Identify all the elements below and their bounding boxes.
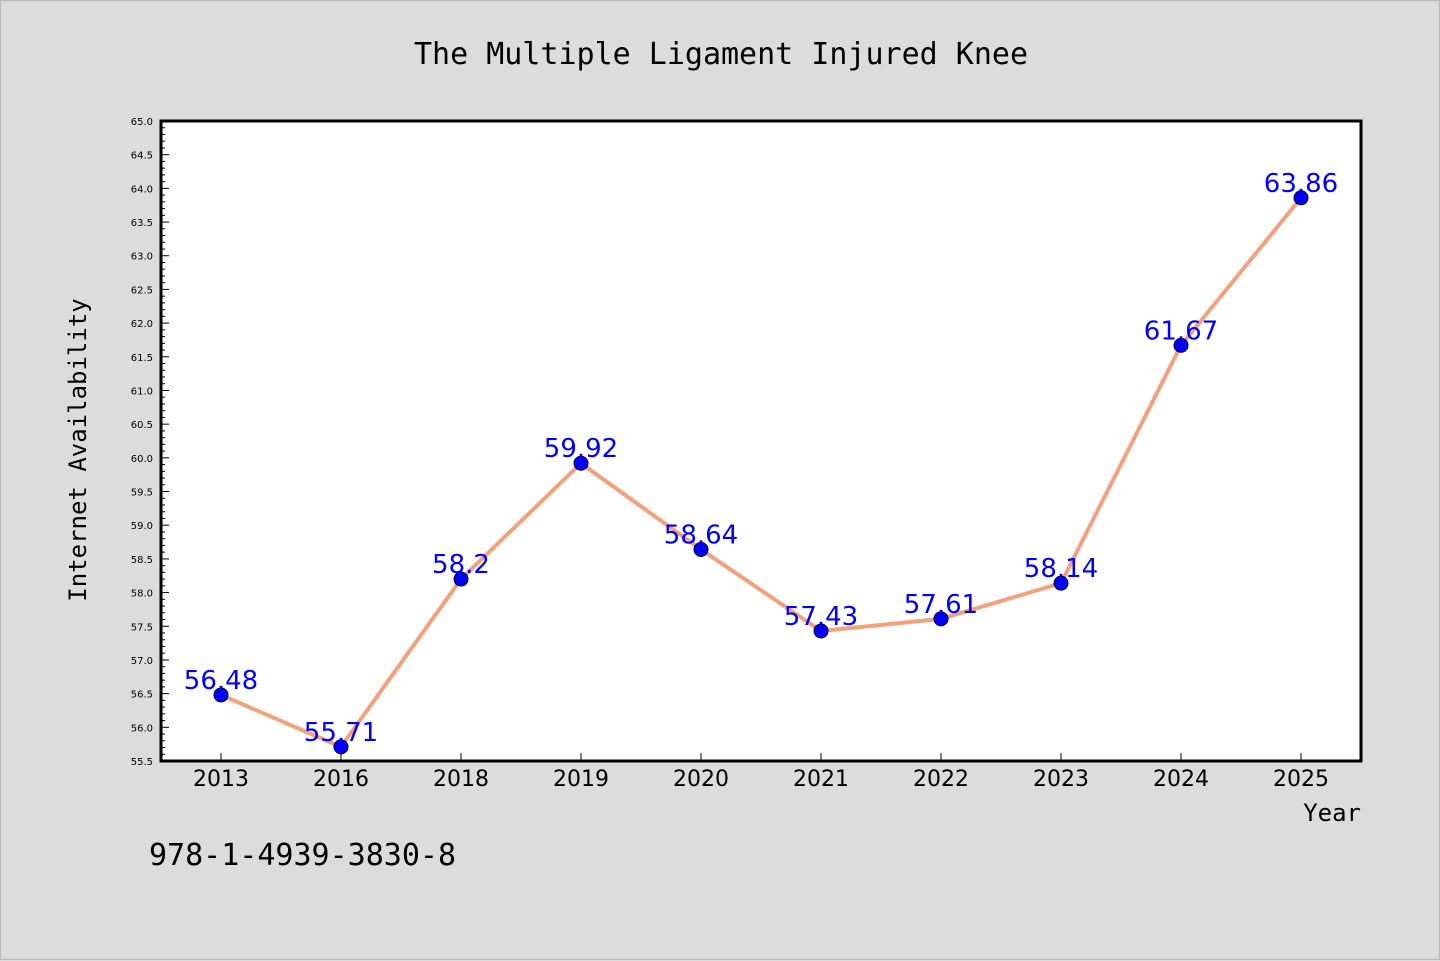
x-tick-label: 2019: [553, 767, 609, 792]
y-tick-label: 58.0: [131, 589, 153, 600]
y-tick-label: 59.5: [131, 488, 153, 499]
data-point-marker: [1053, 575, 1069, 591]
data-point-marker: [1173, 337, 1189, 353]
y-tick-label: 56.0: [131, 723, 153, 734]
data-value-label: 58.14: [1024, 554, 1098, 584]
x-axis-title: Year: [1303, 799, 1361, 827]
data-value-label: 55.71: [304, 718, 378, 748]
data-point-marker: [333, 739, 349, 755]
y-tick-label: 62.0: [131, 319, 153, 330]
x-tick-label: 2020: [673, 767, 729, 792]
y-tick-label: 60.0: [131, 454, 153, 465]
data-value-label: 58.64: [664, 520, 738, 550]
data-point-marker: [813, 623, 829, 639]
y-tick-label: 64.0: [131, 184, 153, 195]
data-point-marker: [573, 455, 589, 471]
data-series: [213, 190, 1309, 755]
x-tick-label: 2024: [1153, 767, 1209, 792]
y-tick-label: 64.5: [131, 151, 153, 162]
data-value-label: 63.86: [1264, 169, 1338, 199]
y-tick-label: 58.5: [131, 555, 153, 566]
isbn-text: 978-1-4939-3830-8: [149, 838, 456, 873]
data-labels: 56.48 55.71 58.2 59.92 58.64 57.43 57.61 58.14 6…: [184, 169, 1338, 748]
plot-area: [159, 119, 1363, 763]
x-tick-label: 2016: [313, 767, 369, 792]
data-value-label: 61.67: [1144, 316, 1218, 346]
y-tick-label: 57.5: [131, 622, 153, 633]
data-value-label: 57.43: [784, 602, 858, 632]
y-tick-label: 57.0: [131, 656, 153, 667]
x-axis: 2013 2016 2018 2019 2020 2021 2022 2023 2024 2025: [193, 753, 1329, 792]
x-tick-label: 2021: [793, 767, 849, 792]
data-value-label: 58.2: [432, 550, 490, 580]
y-tick-label: 55.5: [131, 757, 153, 768]
chart-title: The Multiple Ligament Injured Knee: [414, 37, 1028, 72]
x-tick-label: 2022: [913, 767, 969, 792]
x-tick-label: 2013: [193, 767, 249, 792]
y-tick-label: 63.5: [131, 218, 153, 229]
data-point-marker: [933, 611, 949, 627]
data-value-label: 57.61: [904, 590, 978, 620]
data-value-label: 56.48: [184, 666, 258, 696]
data-point-marker: [453, 571, 469, 587]
y-axis: 55.5 56.0 56.5 57.0 57.5 58.0 58.5 59.0 59.5 60.0…: [131, 117, 169, 768]
y-tick-label: 60.5: [131, 420, 153, 431]
y-axis-title: Internet Availability: [64, 298, 92, 601]
data-value-label: 59.92: [544, 434, 618, 464]
series-line: [219, 195, 1303, 749]
y-tick-label: 63.0: [131, 252, 153, 263]
data-point-marker: [693, 541, 709, 557]
y-tick-label: 61.5: [131, 353, 153, 364]
x-tick-label: 2025: [1273, 767, 1329, 792]
y-tick-label: 59.0: [131, 521, 153, 532]
y-tick-label: 65.0: [131, 117, 153, 128]
data-point-marker: [1293, 190, 1309, 206]
data-point-marker: [213, 687, 229, 703]
y-tick-label: 61.0: [131, 386, 153, 397]
x-tick-label: 2023: [1033, 767, 1089, 792]
y-tick-label: 62.5: [131, 285, 153, 296]
y-tick-label: 56.5: [131, 690, 153, 701]
x-tick-label: 2018: [433, 767, 489, 792]
